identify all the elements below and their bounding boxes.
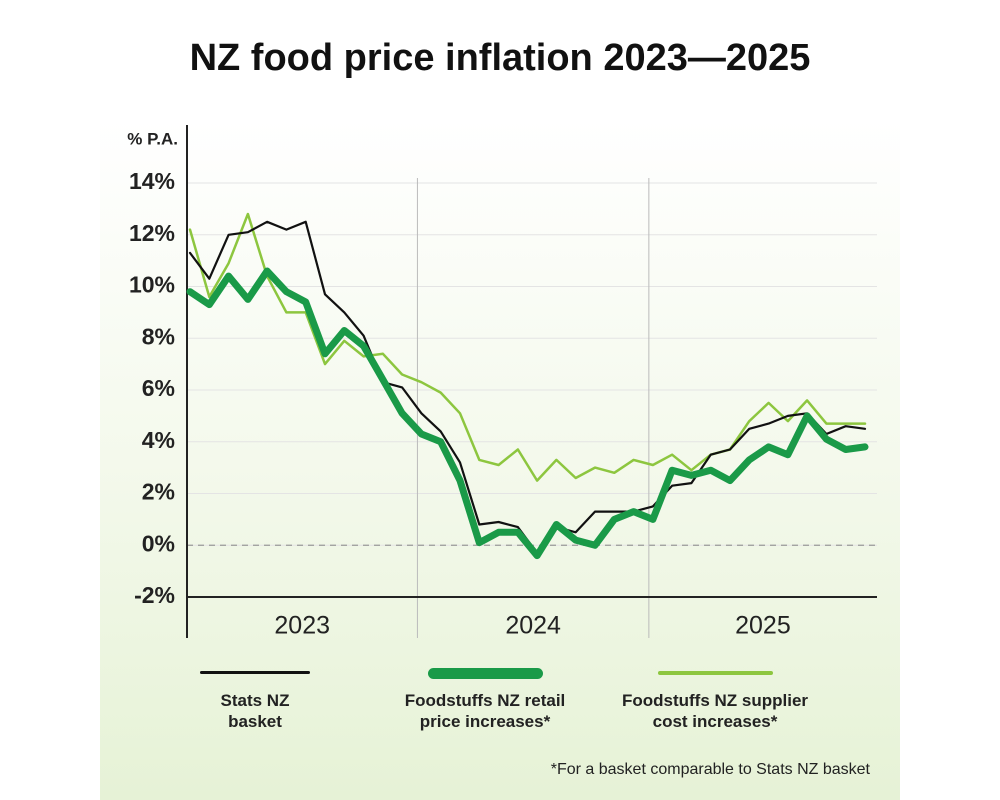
y-tick-label: -2% [134,582,175,608]
y-tick-label: 8% [142,323,175,349]
legend-label: Foodstuffs NZ retail price increases* [404,691,566,731]
series-line [188,212,867,482]
legend-label: Stats NZ basket [220,691,290,731]
y-tick-label: 10% [129,272,175,298]
legend-swatch [200,670,310,675]
y-tick-label: 14% [129,168,175,194]
legend-swatch [657,670,773,675]
x-tick-label: 2024 [505,612,561,640]
x-tick-label: 2023 [274,612,330,640]
x-tick-label: 2025 [735,612,791,640]
footnote: *For a basket comparable to Stats NZ bas… [551,761,871,778]
y-tick-label: 0% [142,530,175,556]
y-tick-label: 6% [142,375,175,401]
series-line [186,267,869,560]
legend-swatch [427,667,543,679]
y-tick-label: 2% [142,479,175,505]
chart-title: NZ food price inflation 2023—2025 [190,37,811,79]
series-line [188,220,867,555]
y-tick-label: 12% [129,220,175,246]
legend-label: Foodstuffs NZ supplier cost increases* [621,691,809,731]
y-axis-label: % P.A. [127,129,178,148]
y-tick-label: 4% [142,427,175,453]
